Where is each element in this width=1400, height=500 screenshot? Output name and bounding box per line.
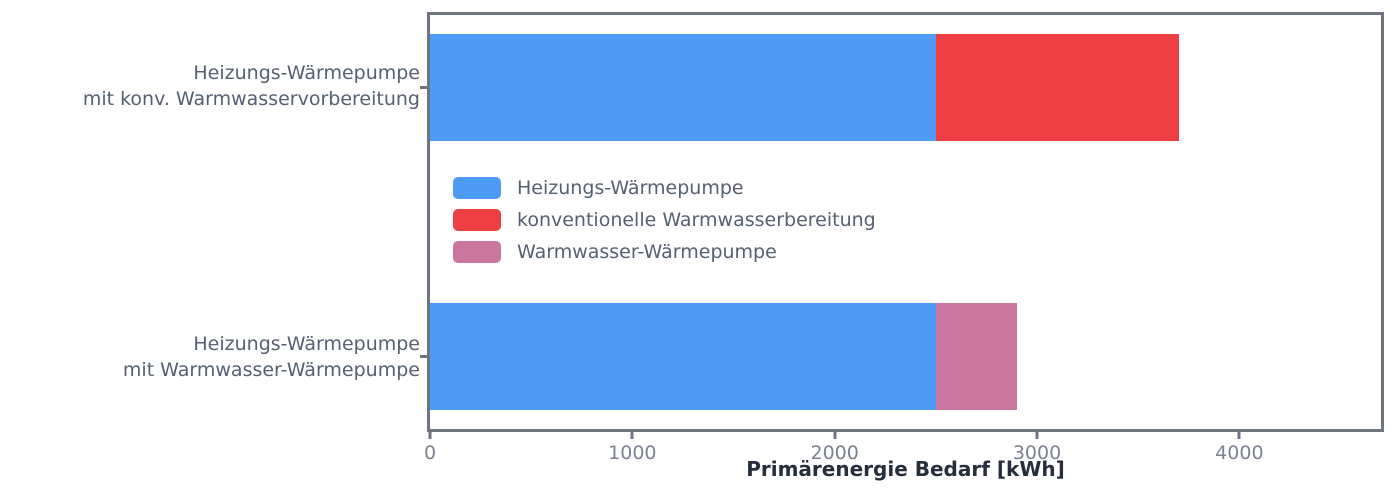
legend-label: Heizungs-Wärmepumpe <box>517 177 744 199</box>
legend-swatch <box>453 241 501 263</box>
legend-label: Warmwasser-Wärmepumpe <box>517 241 777 263</box>
x-tick-mark <box>428 432 432 439</box>
bar-row <box>430 303 1381 410</box>
bar-segment-1 <box>935 34 1179 141</box>
legend-row: konventionelle Warmwasserbereitung <box>453 209 876 231</box>
legend-row: Heizungs-Wärmepumpe <box>453 177 876 199</box>
legend-swatch <box>453 209 501 231</box>
plot-area: Heizungs-Wärmepumpe konventionelle Warmwa… <box>427 12 1384 432</box>
legend-label: konventionelle Warmwasserbereitung <box>517 209 876 231</box>
x-axis-ticks: 0 1000 2000 3000 4000 <box>424 432 1381 492</box>
bar-segment-1 <box>430 34 936 141</box>
x-tick-mark <box>1237 432 1241 439</box>
x-tick-mark <box>1035 432 1039 439</box>
x-tick-label: 2000 <box>810 442 859 464</box>
x-axis-title: Primärenergie Bedarf [kWh] <box>746 457 1065 481</box>
category-label: Heizungs-Wärmepumpe mit Warmwasser-Wärme… <box>122 333 420 381</box>
bar-row <box>430 34 1381 141</box>
x-tick-label: 3000 <box>1012 442 1062 464</box>
bar-segment-2 <box>935 303 1017 410</box>
legend-swatch <box>453 177 501 199</box>
bar-segment-2 <box>430 303 936 410</box>
category-label: Heizungs-Wärmepumpe mit konv. Warmwasser… <box>82 62 420 110</box>
legend-row: Warmwasser-Wärmepumpe <box>453 241 876 263</box>
y-tick-mark <box>420 355 427 358</box>
y-tick-mark <box>420 86 427 89</box>
x-tick-label: 4000 <box>1215 442 1264 464</box>
x-tick-mark <box>630 432 634 439</box>
legend: Heizungs-Wärmepumpe konventionelle Warmwa… <box>453 177 876 273</box>
x-tick-label: 1000 <box>608 442 657 464</box>
x-tick-label: 0 <box>423 442 437 464</box>
x-tick-mark <box>833 432 837 439</box>
y-axis-labels: Heizungs-Wärmepumpe mit konv. Warmwasser… <box>0 0 427 500</box>
